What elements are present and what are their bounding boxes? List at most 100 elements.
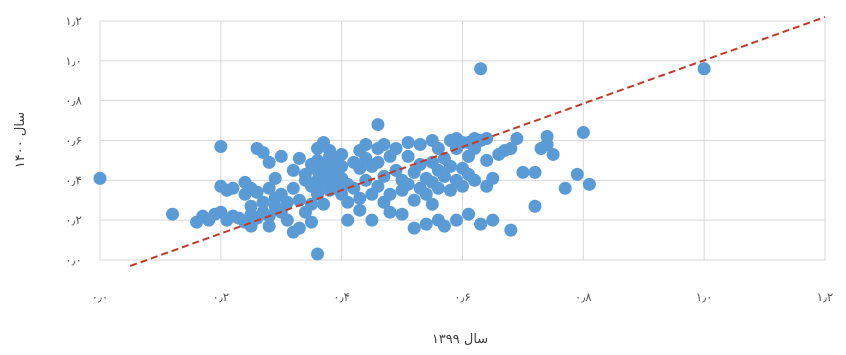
- data-point: [383, 205, 397, 219]
- y-tick-label: ۱٫۲: [65, 14, 82, 28]
- data-point: [407, 193, 421, 207]
- data-point: [474, 62, 488, 76]
- data-point: [304, 197, 318, 211]
- data-point: [286, 181, 300, 195]
- data-point: [317, 197, 331, 211]
- data-point: [353, 191, 367, 205]
- data-point: [437, 219, 451, 233]
- y-axis-ticks: ۰٫۰ ۰٫۲ ۰٫۴ ۰٫۶ ۰٫۸ ۱٫۰ ۱٫۲: [65, 14, 82, 267]
- data-point: [262, 219, 276, 233]
- data-point: [256, 145, 270, 159]
- data-point: [262, 181, 276, 195]
- data-point: [582, 177, 596, 191]
- data-point: [347, 181, 361, 195]
- y-tick-label: ۰٫۴: [65, 173, 82, 187]
- data-point: [335, 159, 349, 173]
- data-point: [431, 181, 445, 195]
- data-point: [401, 149, 415, 163]
- x-tick-label: ۰٫۰: [92, 290, 109, 304]
- data-point: [389, 141, 403, 155]
- data-point: [570, 167, 584, 181]
- data-point: [262, 155, 276, 169]
- data-point: [353, 161, 367, 175]
- data-point: [304, 215, 318, 229]
- data-point: [244, 199, 258, 213]
- data-point: [401, 135, 415, 149]
- data-point: [401, 177, 415, 191]
- data-point: [286, 163, 300, 177]
- data-point: [292, 193, 306, 207]
- data-point: [468, 173, 482, 187]
- data-point: [371, 155, 385, 169]
- data-point: [528, 199, 542, 213]
- y-tick-label: ۰٫۶: [65, 134, 82, 148]
- data-point: [274, 149, 288, 163]
- data-point: [540, 137, 554, 151]
- x-tick-label: ۰٫۴: [333, 290, 350, 304]
- data-point: [486, 213, 500, 227]
- data-point: [280, 213, 294, 227]
- y-tick-label: ۰٫۲: [65, 213, 82, 227]
- data-point: [359, 137, 373, 151]
- data-point: [323, 143, 337, 157]
- data-point: [443, 159, 457, 173]
- x-tick-label: ۱٫۲: [817, 290, 834, 304]
- y-axis-label: سال ۱۴۰۰: [13, 112, 28, 168]
- data-point: [576, 126, 590, 140]
- y-tick-label: ۰٫۸: [65, 94, 82, 108]
- x-tick-label: ۰٫۸: [575, 290, 592, 304]
- data-point: [214, 139, 228, 153]
- data-point: [268, 171, 282, 185]
- data-point: [93, 171, 107, 185]
- data-point: [431, 141, 445, 155]
- data-point: [226, 181, 240, 195]
- reference-line: [129, 16, 826, 267]
- data-point: [292, 151, 306, 165]
- data-points: [93, 62, 711, 261]
- data-point: [377, 169, 391, 183]
- data-point: [341, 213, 355, 227]
- data-point: [335, 147, 349, 161]
- data-point: [528, 165, 542, 179]
- data-point: [341, 195, 355, 209]
- x-axis-label: سال ۱۳۹۹: [432, 332, 488, 347]
- data-point: [395, 207, 409, 221]
- data-point: [516, 165, 530, 179]
- data-point: [353, 203, 367, 217]
- data-point: [413, 137, 427, 151]
- x-tick-label: ۰٫۲: [212, 290, 229, 304]
- data-point: [449, 213, 463, 227]
- data-point: [558, 181, 572, 195]
- data-point: [456, 179, 469, 193]
- data-point: [474, 217, 488, 231]
- data-point: [166, 207, 179, 221]
- data-point: [407, 221, 421, 235]
- data-point: [365, 213, 379, 227]
- data-point: [504, 223, 518, 237]
- data-point: [383, 187, 397, 201]
- data-point: [697, 62, 711, 76]
- data-point: [371, 118, 385, 132]
- x-axis-ticks: ۰٫۰ ۰٫۲ ۰٫۴ ۰٫۶ ۰٫۸ ۱٫۰ ۱٫۲: [92, 290, 834, 304]
- data-point: [546, 147, 560, 161]
- data-point: [425, 197, 439, 211]
- y-tick-label: ۰٫۰: [65, 253, 82, 267]
- data-point: [292, 221, 306, 235]
- data-point: [443, 183, 457, 197]
- data-point: [311, 247, 324, 261]
- data-point: [419, 217, 433, 231]
- data-point: [486, 171, 500, 185]
- y-tick-label: ۱٫۰: [65, 54, 82, 68]
- data-point: [280, 195, 294, 209]
- data-point: [504, 141, 518, 155]
- data-point: [480, 153, 494, 167]
- x-tick-label: ۰٫۶: [454, 290, 471, 304]
- x-tick-label: ۱٫۰: [696, 290, 713, 304]
- data-point: [298, 167, 312, 181]
- data-point: [256, 195, 270, 209]
- data-point: [462, 207, 476, 221]
- data-point: [250, 185, 264, 199]
- data-point: [510, 132, 524, 146]
- data-point: [389, 163, 403, 177]
